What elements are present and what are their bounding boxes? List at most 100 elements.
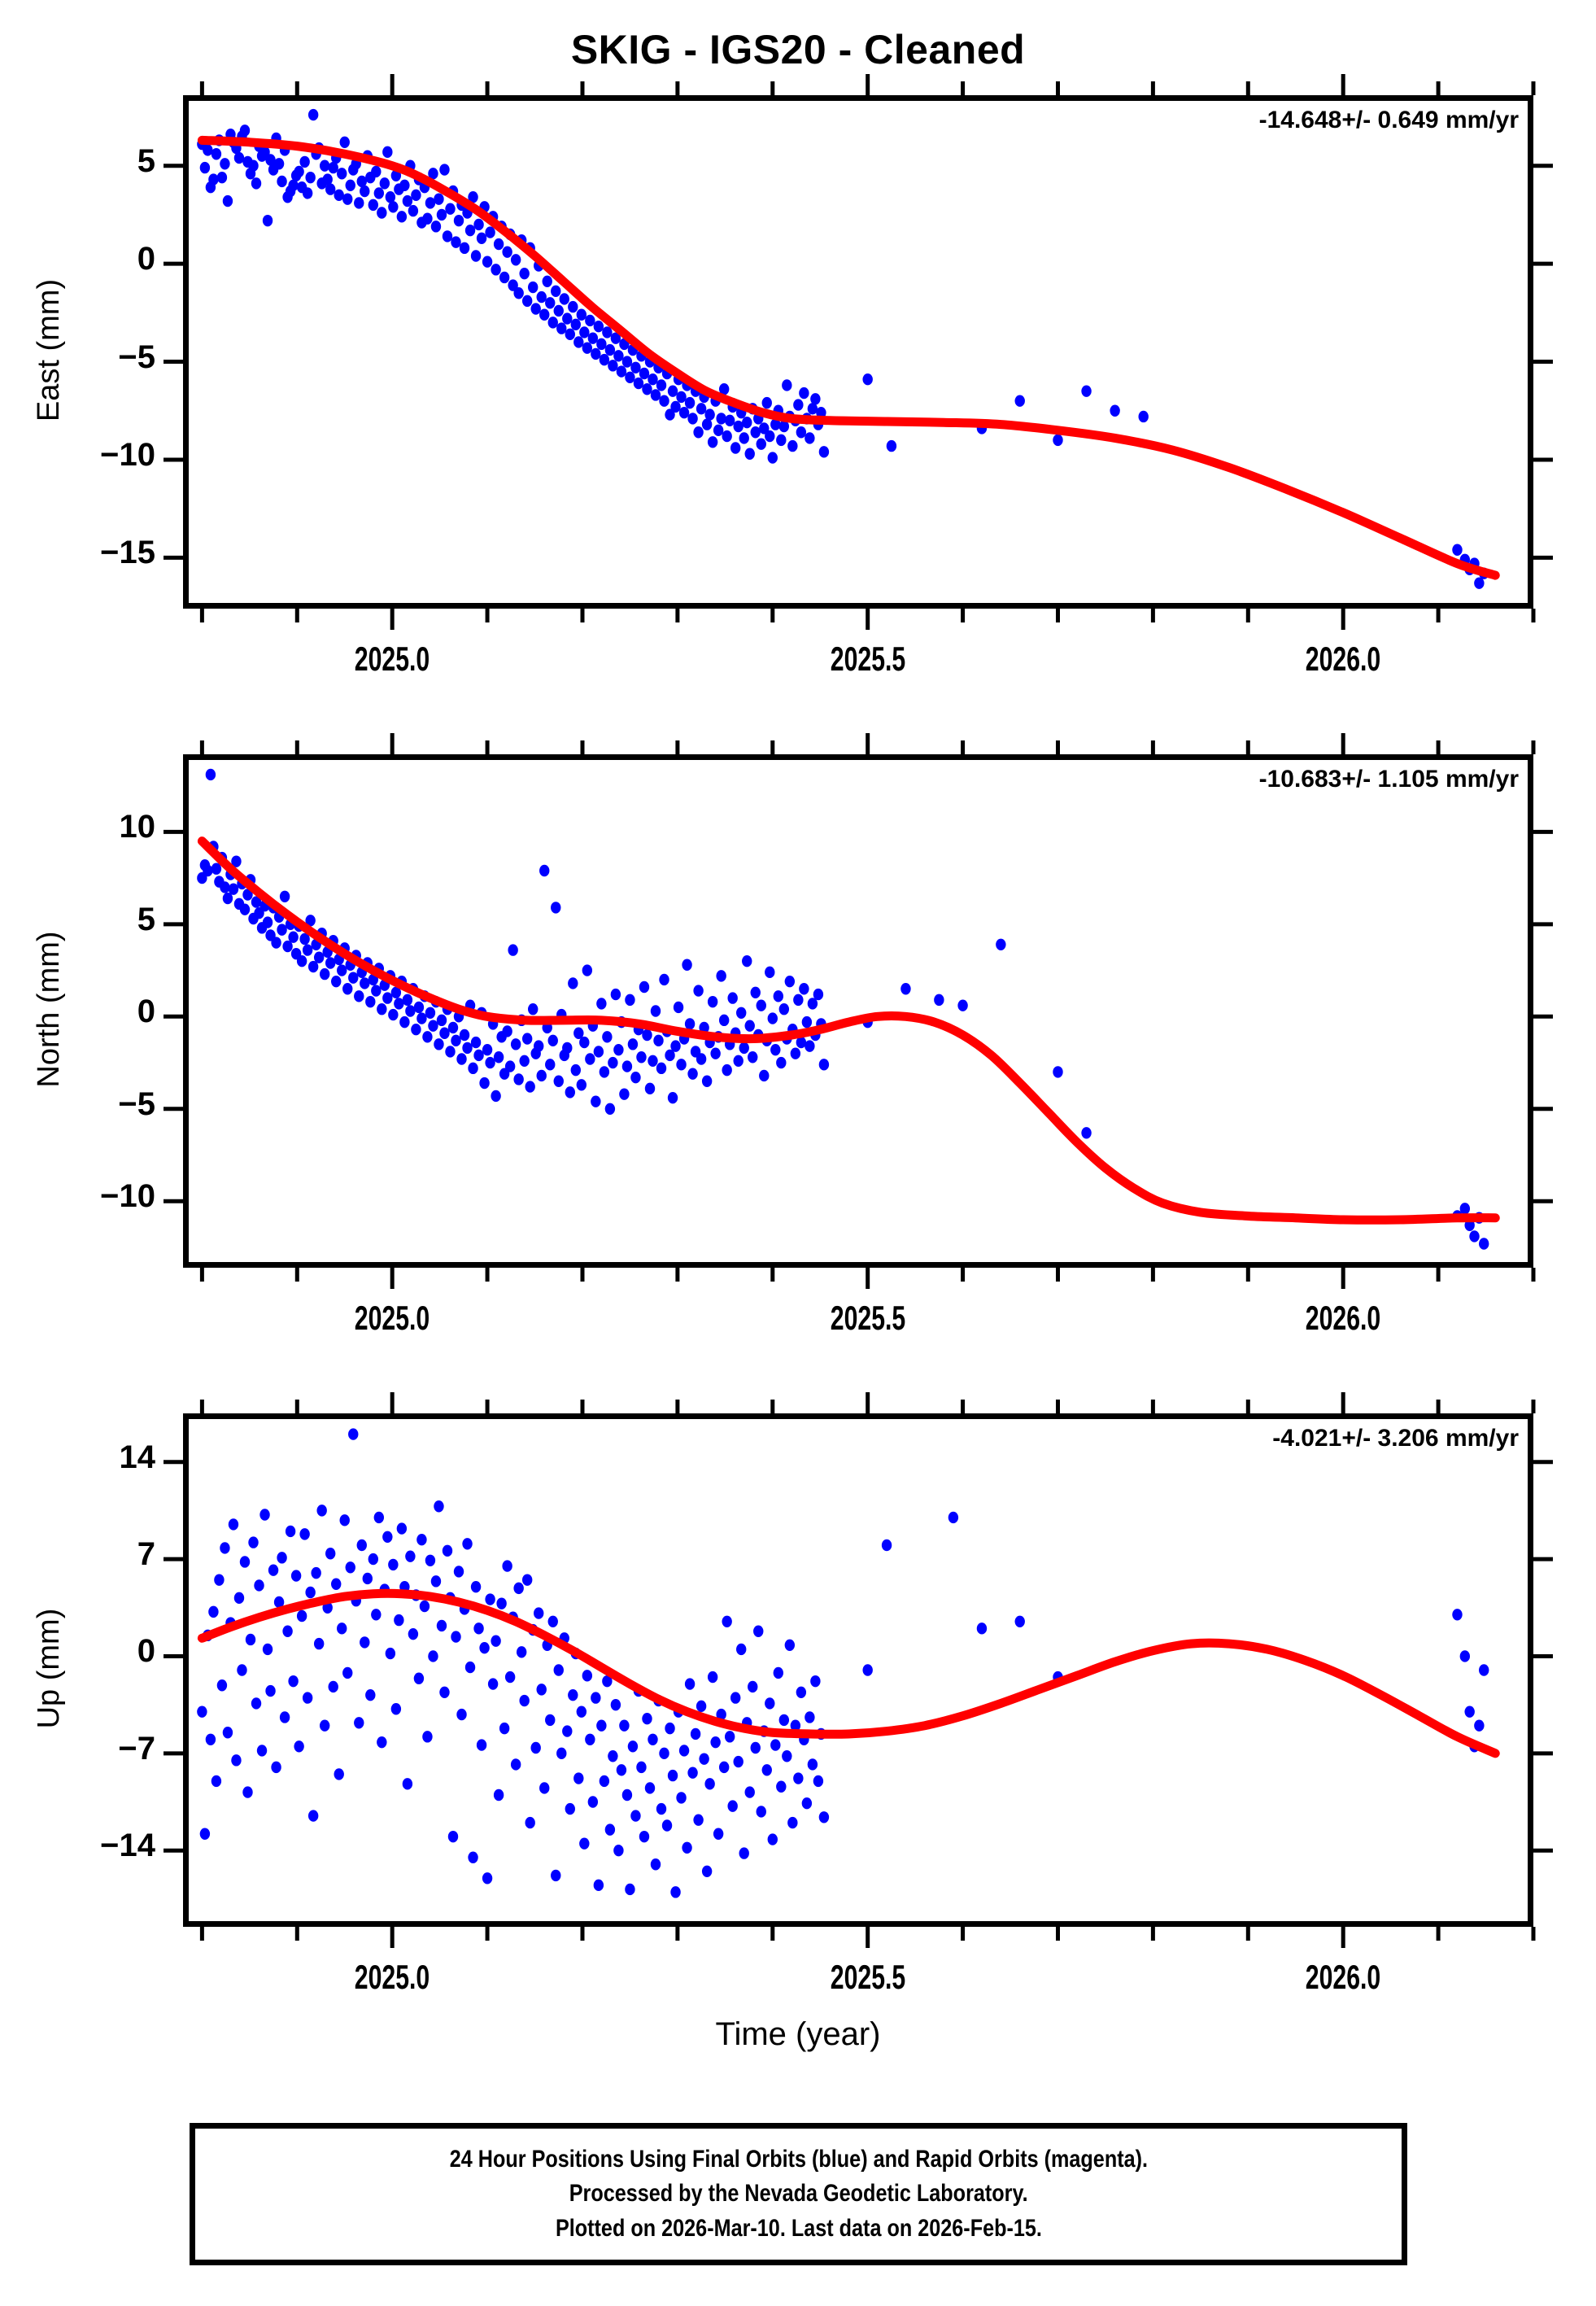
data-point — [365, 1689, 376, 1701]
data-point — [650, 1005, 661, 1017]
data-point — [699, 1753, 709, 1765]
data-point — [547, 317, 558, 329]
data-point — [730, 442, 741, 454]
data-point — [259, 1509, 270, 1521]
data-point — [399, 179, 410, 191]
data-point — [665, 1722, 675, 1735]
data-point — [525, 1816, 535, 1829]
data-point — [608, 1056, 618, 1069]
data-point — [744, 1786, 755, 1798]
data-point — [756, 438, 766, 450]
data-point — [718, 1761, 730, 1774]
data-point — [405, 1550, 416, 1562]
data-point — [413, 1001, 425, 1014]
data-point — [793, 399, 804, 411]
data-point — [337, 1622, 347, 1635]
data-point — [579, 1837, 590, 1850]
data-point — [485, 1593, 495, 1605]
data-point — [742, 417, 752, 429]
data-point — [733, 1055, 743, 1067]
data-point — [521, 1033, 533, 1045]
data-point — [419, 1600, 430, 1613]
data-point — [282, 1625, 293, 1637]
data-point — [659, 973, 669, 986]
data-point — [661, 1819, 673, 1832]
data-point — [237, 1664, 247, 1676]
data-point — [216, 171, 228, 184]
data-point — [530, 303, 541, 315]
data-point — [342, 193, 353, 205]
ytick-label-up-4: −14 — [100, 1828, 155, 1864]
data-point — [368, 1553, 378, 1566]
data-point — [416, 1533, 427, 1546]
data-point — [205, 1733, 216, 1745]
data-point — [468, 1851, 478, 1863]
data-point — [211, 148, 222, 160]
data-point — [305, 915, 316, 927]
footer-line-2: Processed by the Nevada Geodetic Laborat… — [569, 2180, 1028, 2208]
data-point — [222, 1727, 233, 1739]
data-point — [556, 322, 567, 334]
data-point — [616, 1764, 627, 1776]
data-point — [536, 1069, 547, 1082]
plot-canvas-north — [197, 768, 1500, 1250]
data-point — [667, 385, 678, 397]
data-point — [479, 1642, 490, 1654]
data-point — [687, 1767, 698, 1779]
data-point — [422, 1731, 433, 1743]
data-point — [222, 892, 233, 905]
data-point — [277, 924, 287, 936]
data-point — [784, 1639, 796, 1651]
data-point — [388, 1008, 399, 1021]
data-point — [881, 1539, 892, 1552]
data-point — [307, 108, 319, 121]
data-point — [727, 992, 738, 1004]
data-point — [342, 983, 353, 995]
data-point — [650, 1858, 661, 1871]
rate-label-up: -4.021+/- 3.206 mm/yr — [1272, 1425, 1519, 1452]
data-point — [976, 1622, 988, 1635]
data-point — [464, 1661, 476, 1674]
data-point — [473, 1622, 484, 1635]
data-point — [759, 422, 770, 435]
data-point — [499, 271, 510, 284]
data-point — [761, 396, 772, 409]
data-point — [447, 1830, 459, 1843]
data-point — [1459, 1650, 1471, 1662]
data-point — [390, 1703, 402, 1715]
data-point — [251, 177, 262, 190]
page-title: SKIG - IGS20 - Cleaned — [570, 27, 1026, 72]
data-point — [233, 1592, 245, 1605]
data-point — [545, 1714, 556, 1727]
data-point — [482, 255, 493, 268]
data-point — [568, 1689, 578, 1701]
data-point — [305, 171, 316, 184]
data-point — [451, 236, 461, 248]
ytick-label-up-0: 14 — [119, 1439, 156, 1475]
data-point — [1474, 1719, 1485, 1732]
data-point — [360, 185, 370, 198]
data-point — [656, 379, 667, 391]
data-point — [713, 424, 724, 437]
data-point — [701, 418, 713, 430]
data-point — [377, 1003, 387, 1015]
data-point — [445, 1046, 456, 1058]
data-point — [1474, 577, 1485, 589]
data-point — [604, 343, 616, 356]
ytick-label-up-2: 0 — [137, 1633, 155, 1670]
data-point — [818, 1811, 830, 1823]
data-point — [650, 389, 661, 401]
data-point — [434, 1500, 444, 1513]
data-point — [425, 1554, 436, 1566]
data-point — [568, 977, 578, 989]
data-point — [311, 1566, 321, 1579]
data-point — [325, 183, 336, 195]
panel-north: 10 5 0 −5 −10 2025.0 2025.5 2026.0 North (mm) -10… — [32, 733, 1553, 1337]
data-point — [1014, 395, 1025, 407]
data-point — [744, 448, 755, 460]
data-point — [570, 1063, 581, 1077]
data-point — [739, 1042, 749, 1055]
data-point — [593, 1879, 604, 1892]
data-point — [724, 1731, 735, 1743]
data-point — [1138, 410, 1149, 423]
